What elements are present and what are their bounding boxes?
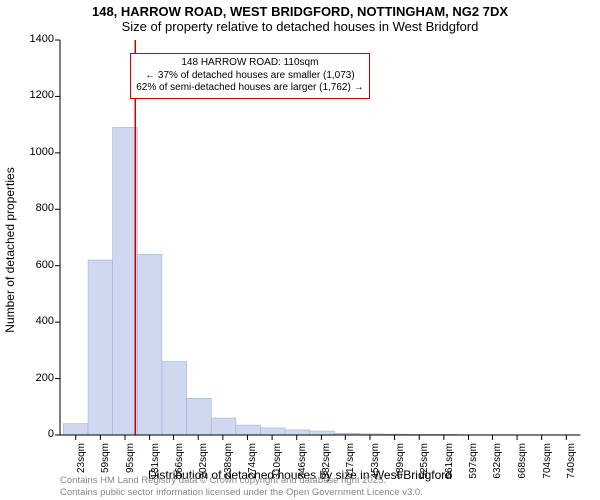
chart-title-line1: 148, HARROW ROAD, WEST BRIDGFORD, NOTTIN… — [0, 4, 600, 19]
y-tick-label: 800 — [18, 202, 54, 214]
marker-callout: 148 HARROW ROAD: 110sqm ← 37% of detache… — [130, 53, 369, 99]
y-axis-label: Number of detached properties — [3, 167, 17, 332]
footer-attribution: Contains HM Land Registry data © Crown c… — [60, 475, 423, 498]
callout-line3: 62% of semi-detached houses are larger (… — [136, 82, 363, 95]
chart-area: 0200400600800100012001400 23sqm59sqm95sq… — [60, 40, 580, 435]
footer-line1: Contains HM Land Registry data © Crown c… — [60, 475, 423, 486]
y-tick-label: 600 — [18, 259, 54, 271]
y-tick-label: 400 — [18, 315, 54, 327]
histogram-plot — [60, 40, 580, 435]
footer-line2: Contains public sector information licen… — [60, 487, 423, 498]
y-tick-label: 1400 — [18, 33, 54, 45]
y-tick-label: 200 — [18, 372, 54, 384]
chart-title-block: 148, HARROW ROAD, WEST BRIDGFORD, NOTTIN… — [0, 0, 600, 34]
y-tick-label: 1200 — [18, 89, 54, 101]
y-tick-label: 0 — [18, 428, 54, 440]
chart-title-line2: Size of property relative to detached ho… — [0, 19, 600, 34]
callout-line1: 148 HARROW ROAD: 110sqm — [136, 57, 363, 70]
y-tick-label: 1000 — [18, 146, 54, 158]
callout-line2: ← 37% of detached houses are smaller (1,… — [136, 70, 363, 83]
